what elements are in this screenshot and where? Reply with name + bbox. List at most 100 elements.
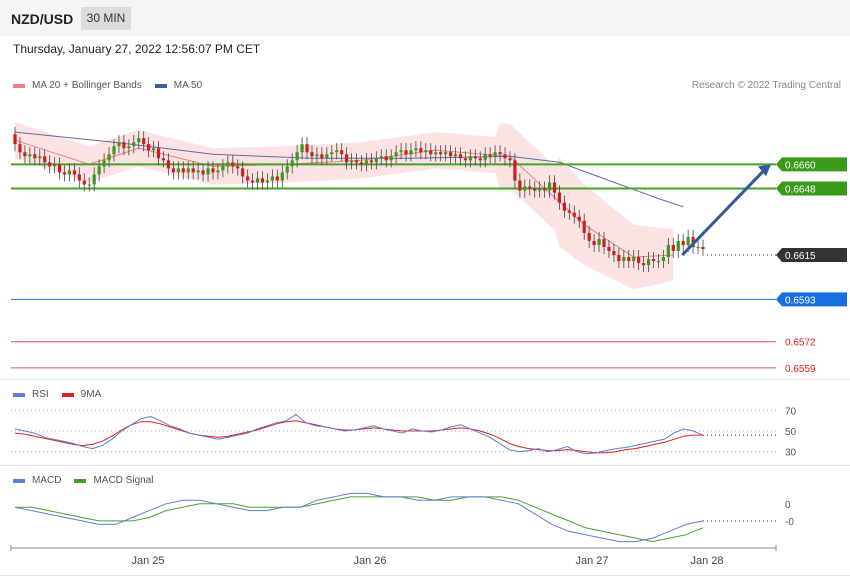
candle-body <box>325 154 329 159</box>
candle-body <box>265 180 270 183</box>
candle-body <box>201 170 205 175</box>
candle-body <box>434 152 438 155</box>
candle-body <box>127 146 131 149</box>
forecast-arrowhead <box>758 164 771 177</box>
candle-body <box>473 156 477 159</box>
rsi-level-label: 30 <box>785 448 797 459</box>
candle-body <box>493 152 497 157</box>
candle-body <box>533 188 537 191</box>
candle-body <box>538 188 542 191</box>
macd-level-label: 0 <box>785 500 791 511</box>
candle-body <box>642 263 646 266</box>
candle-body <box>166 160 171 169</box>
candle-body <box>478 158 482 161</box>
candle-body <box>171 168 175 173</box>
candle-body <box>57 164 62 173</box>
credit-text: Research © 2022 Trading Central <box>691 80 841 91</box>
candle-body <box>196 170 200 173</box>
candle-body <box>191 168 195 173</box>
candle-body <box>513 160 517 181</box>
candle-body <box>448 152 453 157</box>
candle-body <box>305 144 309 153</box>
candle-body <box>310 152 314 157</box>
legend-macd-signal: MACD Signal <box>74 475 153 486</box>
candle-body <box>627 257 631 262</box>
macd-legend: MACD MACD Signal <box>13 475 166 486</box>
candle-body <box>651 259 656 262</box>
candle-body <box>518 180 522 191</box>
candle-body <box>270 176 274 181</box>
candle-body <box>429 150 433 155</box>
candle-body <box>468 156 472 161</box>
candle-body <box>364 160 369 165</box>
candle-body <box>216 170 220 173</box>
macd-line <box>14 492 704 543</box>
candle-body <box>250 180 255 183</box>
candle-body <box>374 158 378 163</box>
candle-body <box>43 156 47 163</box>
candle-body <box>340 150 344 155</box>
candle-body <box>701 246 705 249</box>
candle-body <box>97 166 101 175</box>
candle-body <box>389 156 393 161</box>
candle-body <box>552 182 557 193</box>
candle-body <box>508 158 512 161</box>
rsi-line <box>14 413 704 455</box>
candle-body <box>300 144 304 153</box>
level-label: 0.6615 <box>785 251 816 262</box>
macd-level-label: -0 <box>785 517 794 528</box>
candle-body <box>236 166 240 169</box>
candle-body <box>28 154 32 157</box>
legend-swatch <box>74 478 87 483</box>
candle-body <box>602 238 606 247</box>
candle-body <box>458 154 463 159</box>
candle-body <box>132 142 136 147</box>
candle-body <box>384 156 388 161</box>
candle-body <box>622 257 626 262</box>
level-label: 0.6648 <box>785 185 816 196</box>
candle-body <box>656 261 661 263</box>
candle-body <box>280 172 284 181</box>
legend-macd: MACD <box>13 475 61 486</box>
candle-body <box>543 188 547 191</box>
x-tick-label: Jan 28 <box>690 555 723 567</box>
candle-body <box>295 152 299 161</box>
candle-body <box>241 168 245 177</box>
legend-label: MA 20 + Bollinger Bands <box>32 80 142 91</box>
candle-body <box>246 176 250 181</box>
candle-body <box>483 154 487 161</box>
candle-body <box>102 160 106 167</box>
candle-body <box>582 220 586 233</box>
candle-body <box>112 146 116 155</box>
candle-body <box>572 212 576 217</box>
candle-body <box>488 154 492 157</box>
candle-body <box>137 138 141 143</box>
legend-ma20: MA 20 + Bollinger Bands <box>13 80 142 91</box>
candle-body <box>567 210 571 213</box>
chart-datetime: Thursday, January 27, 2022 12:56:07 PM C… <box>13 42 261 56</box>
candle-body <box>661 257 666 262</box>
legend-swatch <box>154 83 167 88</box>
candle-body <box>33 154 37 159</box>
candle-body <box>686 236 690 245</box>
candle-body <box>23 152 27 157</box>
candle-body <box>399 150 403 153</box>
candle-body <box>597 238 601 245</box>
candle-body <box>87 184 91 186</box>
candle-body <box>335 150 339 153</box>
candle-body <box>671 244 675 252</box>
candle-body <box>498 152 502 155</box>
candle-body <box>359 162 364 165</box>
candle-body <box>681 240 685 245</box>
candle-body <box>453 154 458 157</box>
legend-ma50: MA 50 <box>154 80 202 91</box>
rsi-ma-line <box>14 420 703 454</box>
timeframe-badge[interactable]: 30 MIN <box>81 7 131 30</box>
level-label: 0.6572 <box>785 338 816 349</box>
candle-body <box>290 160 294 167</box>
candle-body <box>67 170 72 175</box>
candle-body <box>439 152 443 155</box>
legend-swatch <box>61 392 74 397</box>
candle-body <box>379 156 383 159</box>
